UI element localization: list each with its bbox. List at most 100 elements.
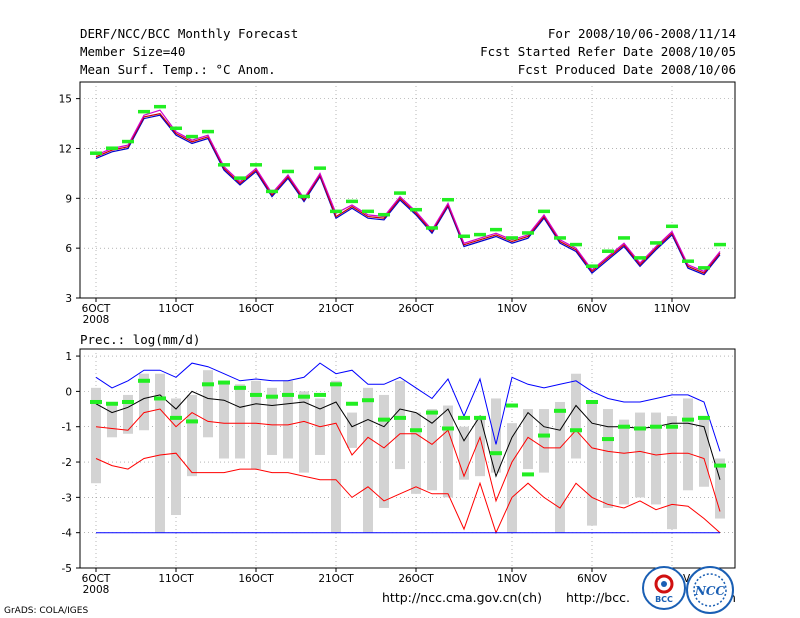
prec-obs-marker xyxy=(138,378,150,383)
prec-obs-marker xyxy=(410,428,422,433)
prec-box xyxy=(411,412,421,494)
y-tick-label: -1 xyxy=(62,422,72,434)
x-tick-label: 1NOV xyxy=(497,303,528,315)
prec-box xyxy=(443,405,453,498)
x-year-label: 2008 xyxy=(83,584,110,596)
temp-obs-marker xyxy=(570,242,582,247)
x-tick-label: 16OCT xyxy=(238,303,274,315)
y-tick-label: 3 xyxy=(65,293,72,305)
temp-obs-marker xyxy=(218,163,230,167)
temp-obs-marker xyxy=(538,209,550,214)
prec-box xyxy=(683,398,693,491)
prec-box xyxy=(523,409,533,470)
prec-box xyxy=(555,401,565,533)
temp-obs-marker xyxy=(698,266,710,270)
temp-obs-marker xyxy=(282,169,294,174)
prec-obs-marker xyxy=(170,415,182,420)
prec-obs-marker xyxy=(650,424,662,429)
x-tick-label: 21OCT xyxy=(318,573,354,585)
prec-obs-marker xyxy=(234,385,246,390)
ncc-url[interactable]: http://ncc.cma.gov.cn(ch) xyxy=(382,590,542,605)
prec-obs-marker xyxy=(378,417,390,422)
bcc-logo: BCC xyxy=(642,566,686,610)
prec-box xyxy=(667,416,677,530)
y-tick-label: 6 xyxy=(65,243,72,255)
x-tick-label: 1NOV xyxy=(497,573,528,585)
temp-obs-marker xyxy=(154,104,166,109)
prec-box xyxy=(107,401,117,438)
prec-box xyxy=(283,380,293,459)
prec-box xyxy=(651,412,661,505)
temp-obs-marker xyxy=(634,256,646,260)
temp-variable-label: Mean Surf. Temp.: °C Anom. xyxy=(80,62,276,77)
prec-obs-marker xyxy=(394,415,406,420)
temp-obs-marker xyxy=(602,249,614,253)
prec-obs-marker xyxy=(490,451,502,456)
prec-obs-marker xyxy=(314,392,326,397)
prec-box xyxy=(507,423,517,533)
y-tick-label: -2 xyxy=(62,457,72,469)
prec-obs-marker xyxy=(282,392,294,397)
prec-obs-marker xyxy=(154,396,166,401)
temp-obs-marker xyxy=(426,226,438,230)
temp-obs-marker xyxy=(346,199,358,204)
produced-date: Fcst Produced Date 2008/10/06 xyxy=(517,62,736,77)
forecast-period: For 2008/10/06-2008/11/14 xyxy=(547,26,736,41)
temp-line-member_b xyxy=(95,112,721,274)
temp-obs-marker xyxy=(122,139,134,144)
temp-line-member_c xyxy=(95,109,721,273)
prec-obs-marker xyxy=(474,415,486,420)
temp-obs-marker xyxy=(186,134,198,139)
prec-obs-marker xyxy=(186,419,198,424)
prec-obs-marker xyxy=(362,398,374,403)
temp-obs-marker xyxy=(234,176,246,180)
prec-obs-marker xyxy=(522,472,534,477)
prec-box xyxy=(587,401,597,526)
prec-box xyxy=(91,387,101,484)
prec-box xyxy=(459,426,469,480)
prec-box xyxy=(491,398,501,473)
prec-obs-marker xyxy=(698,415,710,420)
prec-box xyxy=(475,419,485,477)
temp-obs-marker xyxy=(618,236,630,240)
x-tick-label: 16OCT xyxy=(238,573,274,585)
prec-box xyxy=(427,409,437,491)
x-tick-label: 11OCT xyxy=(158,303,194,315)
prec-obs-marker xyxy=(586,399,598,404)
y-tick-label: -3 xyxy=(62,492,72,504)
prec-obs-marker xyxy=(250,392,262,397)
prec-box xyxy=(539,409,549,473)
prec-box xyxy=(635,412,645,498)
prec-box xyxy=(363,387,373,533)
temp-obs-marker xyxy=(522,231,534,235)
temp-obs-marker xyxy=(458,234,470,239)
bcc-url[interactable]: http://bcc. xyxy=(566,590,630,605)
y-tick-label: 12 xyxy=(59,143,72,155)
prec-box xyxy=(267,387,277,455)
y-tick-label: 0 xyxy=(65,386,72,398)
prec-box xyxy=(571,373,581,459)
member-size: Member Size=40 xyxy=(80,44,186,59)
temp-obs-marker xyxy=(682,259,694,263)
prec-box xyxy=(251,380,261,470)
prec-obs-marker xyxy=(218,380,230,385)
prec-obs-marker xyxy=(122,399,134,404)
temp-obs-marker xyxy=(586,264,598,268)
prec-obs-marker xyxy=(106,401,118,406)
prec-obs-marker xyxy=(682,417,694,422)
temp-obs-marker xyxy=(714,242,726,247)
temp-obs-marker xyxy=(410,207,422,212)
prec-box xyxy=(139,373,149,431)
temp-panel-frame xyxy=(79,81,736,299)
prec-box xyxy=(235,384,245,459)
ncc-logo-text: NCC xyxy=(694,584,726,598)
prec-box xyxy=(715,458,725,519)
prec-obs-marker xyxy=(346,401,358,406)
prec-box xyxy=(155,373,165,533)
prec-obs-marker xyxy=(298,394,310,399)
prec-obs-marker xyxy=(458,415,470,420)
y-tick-label: 1 xyxy=(65,351,72,363)
prec-box xyxy=(619,419,629,505)
temp-obs-marker xyxy=(650,241,662,245)
prec-obs-marker xyxy=(202,382,214,387)
